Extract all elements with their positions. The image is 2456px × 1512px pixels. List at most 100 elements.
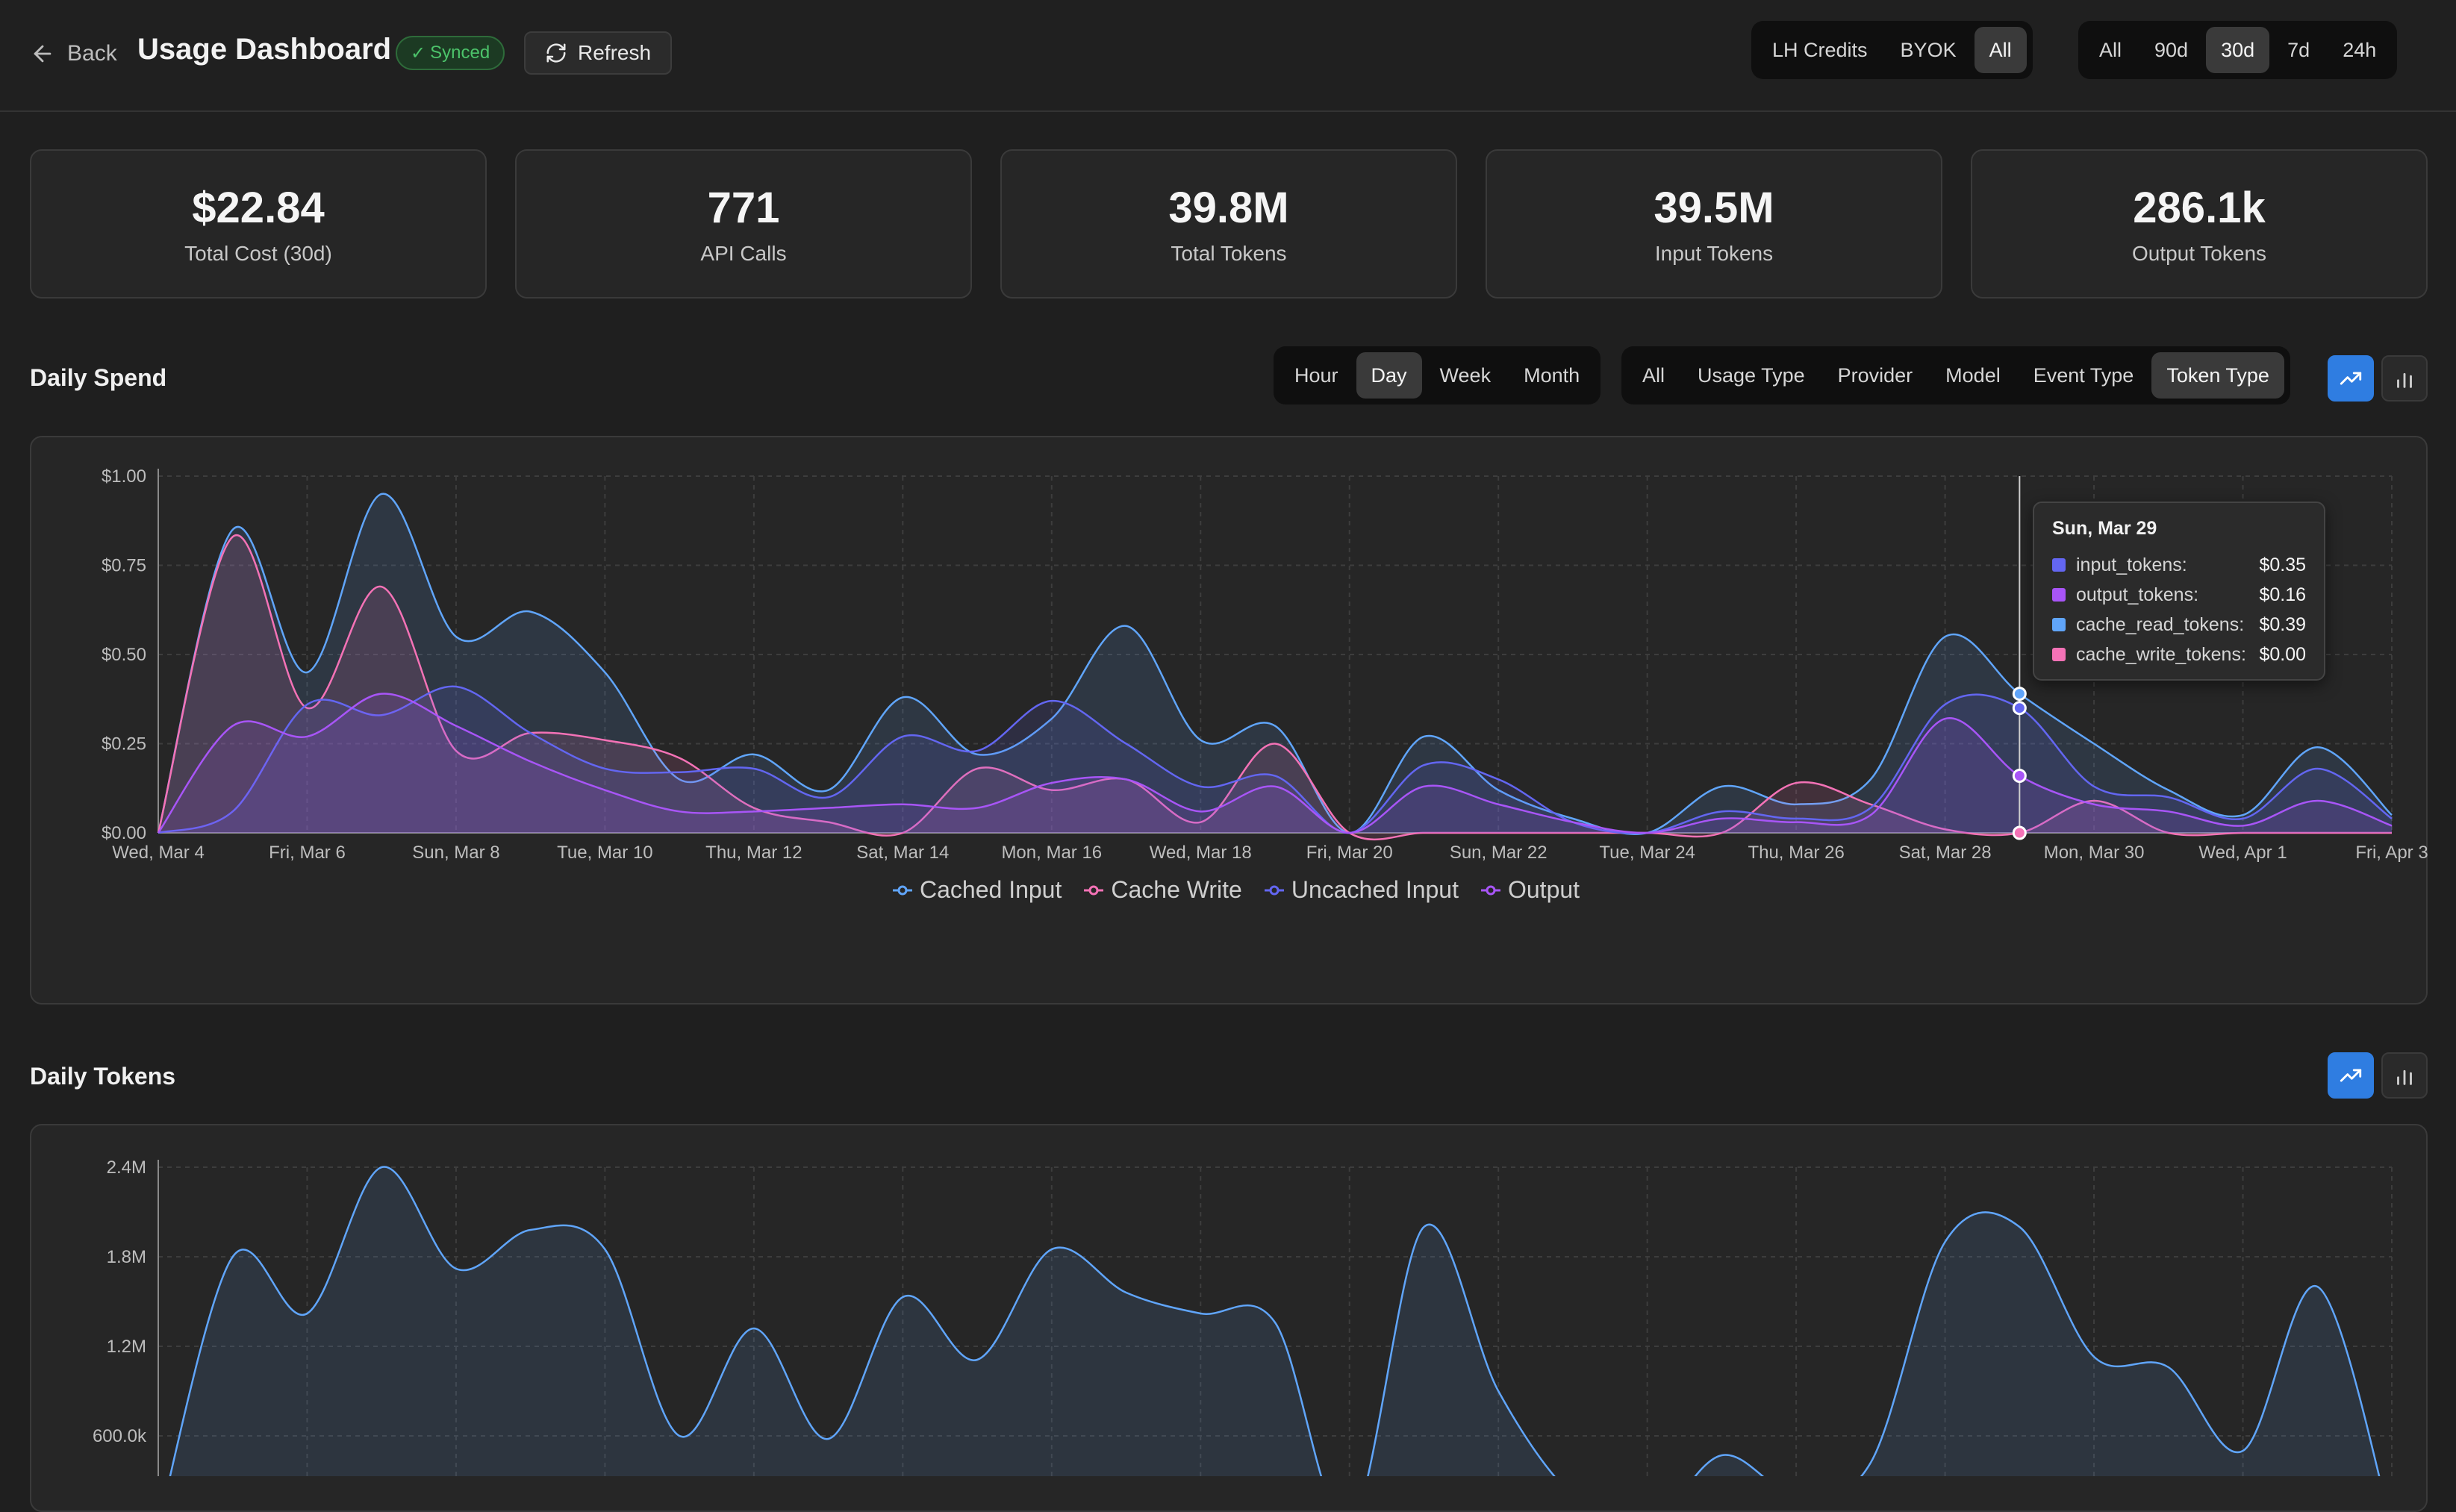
legend-item[interactable]: Uncached Input xyxy=(1263,876,1459,904)
group-option-token-type[interactable]: Token Type xyxy=(2151,352,2284,399)
stat-value: 39.5M xyxy=(1654,183,1774,232)
spend-bar-view-button[interactable] xyxy=(2381,355,2428,402)
series-area xyxy=(169,1166,2380,1476)
range-option-30d[interactable]: 30d xyxy=(2206,27,2270,73)
refresh-label: Refresh xyxy=(578,41,652,64)
synced-badge: ✓ Synced xyxy=(396,36,505,70)
series-line xyxy=(169,1166,2381,1476)
tooltip-value: $0.00 xyxy=(2259,643,2306,665)
daily-spend-title: Daily Spend xyxy=(30,364,167,391)
tooltip-key: output_tokens: xyxy=(2076,584,2199,605)
y-tick-label: $0.25 xyxy=(102,734,146,755)
tooltip-row: output_tokens: $0.16 xyxy=(2052,580,2306,610)
stat-value: 771 xyxy=(707,183,780,232)
group-by-filter: All Usage Type Provider Model Event Type… xyxy=(1621,346,2290,404)
stat-label: Output Tokens xyxy=(2131,241,2267,265)
arrow-left-icon xyxy=(34,45,52,63)
refresh-icon xyxy=(546,43,566,63)
granularity-option-month[interactable]: Month xyxy=(1524,363,1580,387)
x-tick-label: Fri, Mar 20 xyxy=(1306,843,1393,863)
legend-marker-icon xyxy=(893,885,912,895)
trending-up-icon xyxy=(2340,1069,2362,1082)
range-option-24h[interactable]: 24h xyxy=(2343,38,2377,61)
hover-point xyxy=(2012,769,2027,784)
granularity-filter: Hour Day Week Month xyxy=(1274,346,1601,404)
range-option-7d[interactable]: 7d xyxy=(2287,38,2310,61)
series-area xyxy=(158,693,2392,834)
tooltip-swatch xyxy=(2052,558,2066,572)
x-tick-label: Mon, Mar 30 xyxy=(2044,843,2145,863)
tooltip-swatch xyxy=(2052,648,2066,661)
tokens-line-view-button[interactable] xyxy=(2328,1052,2374,1099)
top-bar: Back Usage Dashboard ✓ Synced Refresh LH… xyxy=(0,0,2456,112)
group-option-model[interactable]: Model xyxy=(1945,363,2001,387)
bar-chart-icon xyxy=(2397,372,2412,388)
daily-spend-chart: $0.00 $0.25 $0.50 $0.75 $1.00 Wed, Mar 4 Fri, … xyxy=(30,436,2428,1005)
page-title: Usage Dashboard xyxy=(137,33,392,66)
refresh-button[interactable]: Refresh xyxy=(524,31,673,75)
tooltip-value: $0.16 xyxy=(2259,584,2306,605)
group-option-usage-type[interactable]: Usage Type xyxy=(1698,363,1805,387)
synced-label: Synced xyxy=(430,43,490,63)
source-filter: LH Credits BYOK All xyxy=(1751,21,2033,79)
stat-label: Total Tokens xyxy=(1171,241,1287,265)
x-tick-label: Thu, Mar 12 xyxy=(705,843,802,863)
daily-spend-chart-svg: $0.00 $0.25 $0.50 $0.75 $1.00 Wed, Mar 4 Fri, … xyxy=(102,466,2428,863)
stat-card-output-tokens: 286.1k Output Tokens xyxy=(1971,149,2428,299)
back-button[interactable]: Back xyxy=(30,37,117,70)
back-label: Back xyxy=(67,41,117,66)
range-option-all[interactable]: All xyxy=(2099,38,2122,61)
legend-item[interactable]: Cached Input xyxy=(891,876,1062,904)
source-option-byok[interactable]: BYOK xyxy=(1900,38,1957,61)
x-tick-label: Tue, Mar 10 xyxy=(557,843,653,863)
group-option-event-type[interactable]: Event Type xyxy=(2033,363,2134,387)
tooltip-key: input_tokens: xyxy=(2076,554,2187,575)
stat-value: 286.1k xyxy=(2133,183,2266,232)
check-icon: ✓ xyxy=(411,43,426,63)
tooltip-key: cache_write_tokens: xyxy=(2076,643,2246,665)
source-option-lh-credits[interactable]: LH Credits xyxy=(1772,38,1868,61)
hover-point xyxy=(2012,701,2027,716)
legend-label: Cached Input xyxy=(920,876,1062,903)
tooltip-swatch xyxy=(2052,618,2066,631)
y-tick-label: 2.4M xyxy=(107,1158,146,1178)
stat-card-input-tokens: 39.5M Input Tokens xyxy=(1486,149,1942,299)
group-option-provider[interactable]: Provider xyxy=(1837,363,1913,387)
hover-point xyxy=(2012,825,2027,840)
daily-tokens-chart-svg: 600.0k 1.2M 1.8M 2.4M xyxy=(93,1158,2393,1476)
bar-chart-icon xyxy=(2397,1069,2412,1085)
x-tick-label: Wed, Mar 4 xyxy=(112,843,205,863)
x-tick-label: Sat, Mar 28 xyxy=(1899,843,1992,863)
source-option-all[interactable]: All xyxy=(1974,27,2027,73)
x-tick-label: Fri, Mar 6 xyxy=(269,843,346,863)
range-option-90d[interactable]: 90d xyxy=(2154,38,2189,61)
tooltip-row: cache_write_tokens: $0.00 xyxy=(2052,640,2306,669)
tokens-bar-view-button[interactable] xyxy=(2381,1052,2428,1099)
granularity-option-week[interactable]: Week xyxy=(1439,363,1492,387)
stat-card-total-tokens: 39.8M Total Tokens xyxy=(1000,149,1457,299)
trending-up-icon xyxy=(2340,372,2362,385)
tooltip-key: cache_read_tokens: xyxy=(2076,613,2245,635)
legend-label: Output xyxy=(1507,876,1580,903)
y-tick-label: $0.50 xyxy=(102,645,146,665)
legend-item[interactable]: Output xyxy=(1480,876,1580,904)
range-filter: All 90d 30d 7d 24h xyxy=(2078,21,2398,79)
x-tick-label: Wed, Mar 18 xyxy=(1150,843,1252,863)
y-tick-label: 600.0k xyxy=(93,1426,147,1446)
chart-tooltip: Sun, Mar 29 input_tokens: $0.35 output_t… xyxy=(2033,502,2325,681)
group-option-all[interactable]: All xyxy=(1642,363,1665,387)
tooltip-swatch xyxy=(2052,588,2066,602)
x-tick-label: Sat, Mar 14 xyxy=(856,843,949,863)
stat-value: $22.84 xyxy=(192,183,325,232)
y-tick-label: 1.2M xyxy=(107,1337,146,1357)
granularity-option-hour[interactable]: Hour xyxy=(1294,363,1338,387)
legend-marker-icon xyxy=(1480,885,1500,895)
tooltip-row: input_tokens: $0.35 xyxy=(2052,550,2306,580)
granularity-option-day[interactable]: Day xyxy=(1356,352,1422,399)
x-tick-label: Tue, Mar 24 xyxy=(1599,843,1695,863)
stat-card-api-calls: 771 API Calls xyxy=(515,149,972,299)
spend-line-view-button[interactable] xyxy=(2328,355,2374,402)
x-tick-label: Wed, Apr 1 xyxy=(2198,843,2287,863)
series-line xyxy=(157,493,2393,835)
legend-item[interactable]: Cache Write xyxy=(1082,876,1242,904)
